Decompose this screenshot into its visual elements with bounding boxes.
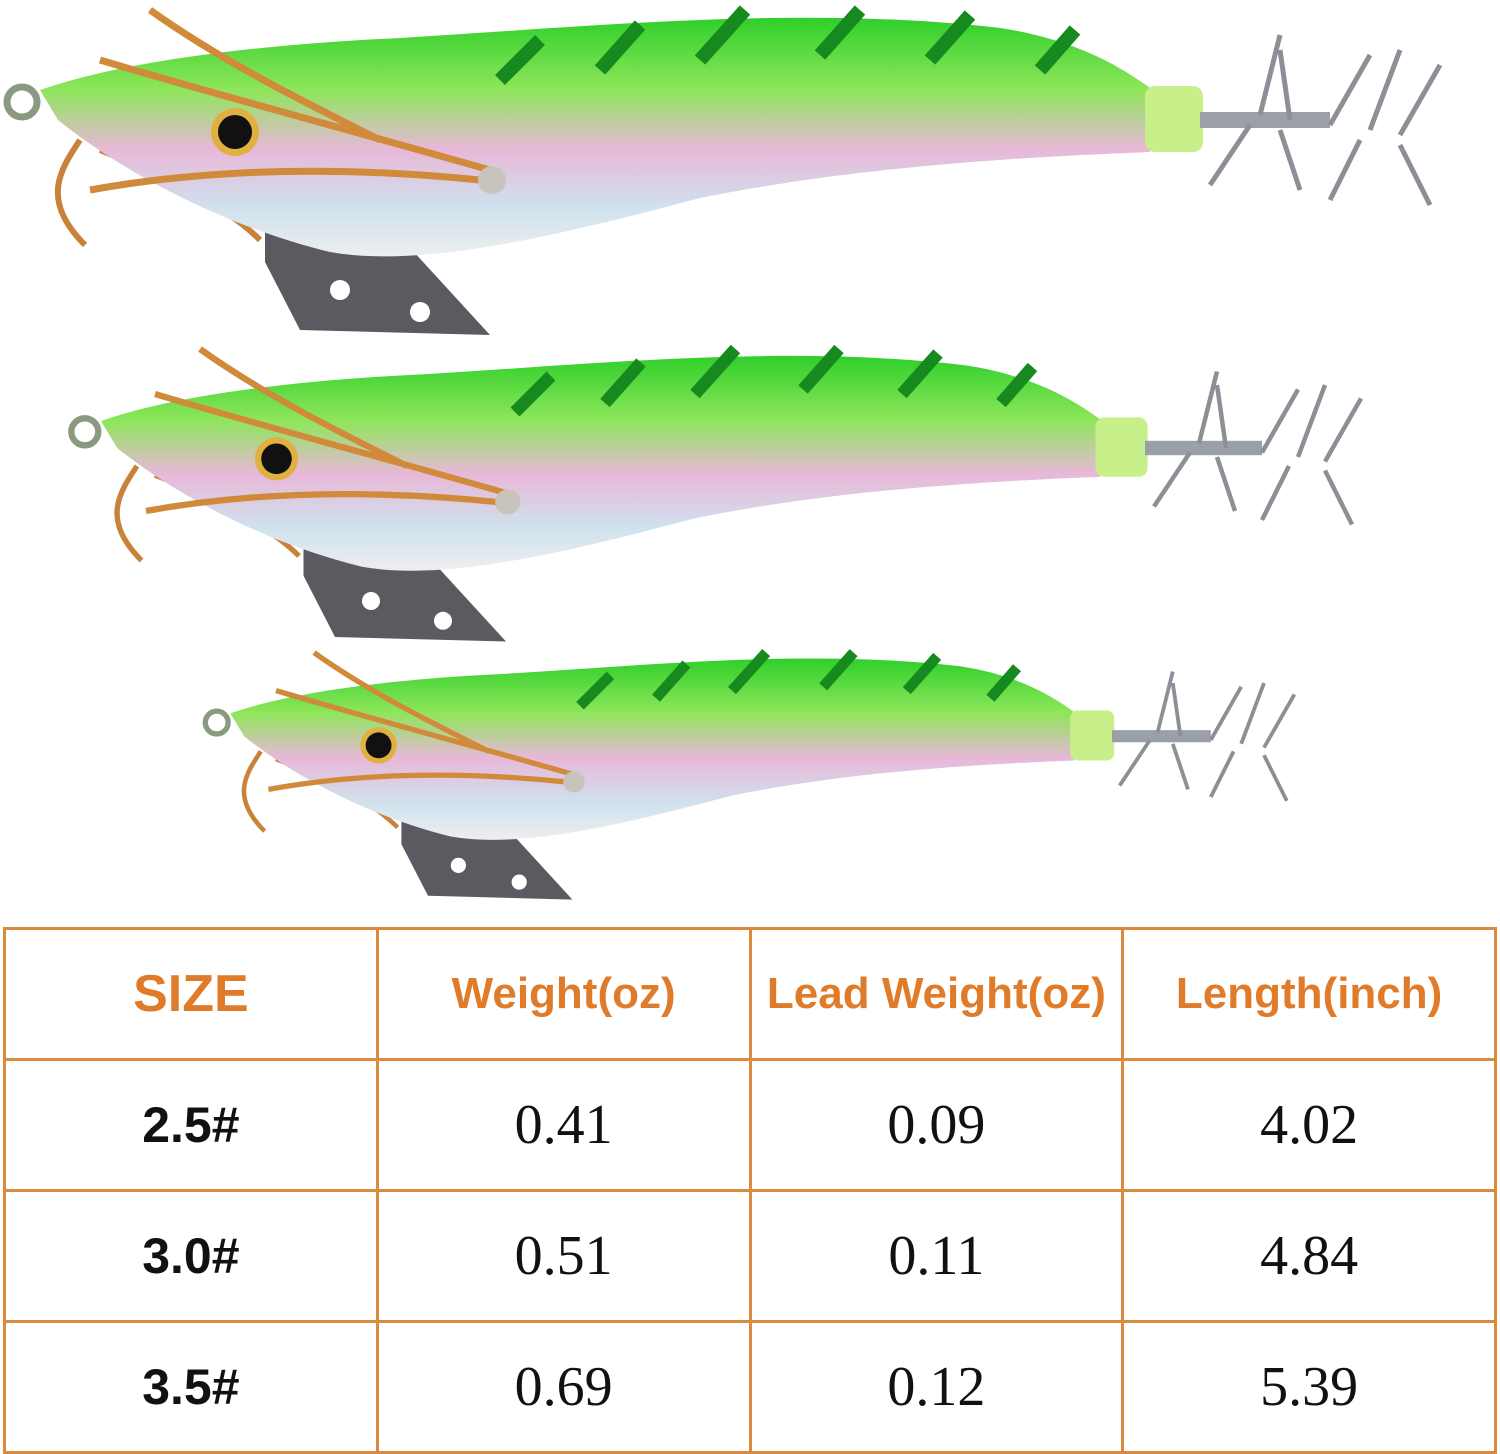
table-cell: 0.51	[375, 1189, 752, 1323]
table-cell: 4.84	[1121, 1189, 1497, 1323]
header-cell: Weight(oz)	[375, 927, 752, 1061]
header-cell: Lead Weight(oz)	[748, 927, 1125, 1061]
header-cell: SIZE	[3, 927, 379, 1061]
table-row: 3.0# 0.51 0.11 4.84	[3, 1189, 1497, 1323]
header-row: SIZE Weight(oz) Lead Weight(oz) Length(inch…	[3, 927, 1497, 1061]
header-cell: Length(inch)	[1121, 927, 1497, 1061]
spec-table: SIZE Weight(oz) Lead Weight(oz) Length(inch…	[3, 927, 1497, 1454]
table-cell: 3.5#	[3, 1320, 379, 1454]
table-cell: 0.11	[748, 1189, 1125, 1323]
table-cell: 3.0#	[3, 1189, 379, 1323]
table-cell: 0.69	[375, 1320, 752, 1454]
table-row: 3.5# 0.69 0.12 5.39	[3, 1320, 1497, 1454]
table-row: 2.5# 0.41 0.09 4.02	[3, 1058, 1497, 1192]
table-cell: 0.09	[748, 1058, 1125, 1192]
table-cell: 0.12	[748, 1320, 1125, 1454]
table-cell: 2.5#	[3, 1058, 379, 1192]
table-cell: 4.02	[1121, 1058, 1497, 1192]
table-cell: 0.41	[375, 1058, 752, 1192]
table-cell: 5.39	[1121, 1320, 1497, 1454]
product-photo	[0, 0, 1500, 920]
